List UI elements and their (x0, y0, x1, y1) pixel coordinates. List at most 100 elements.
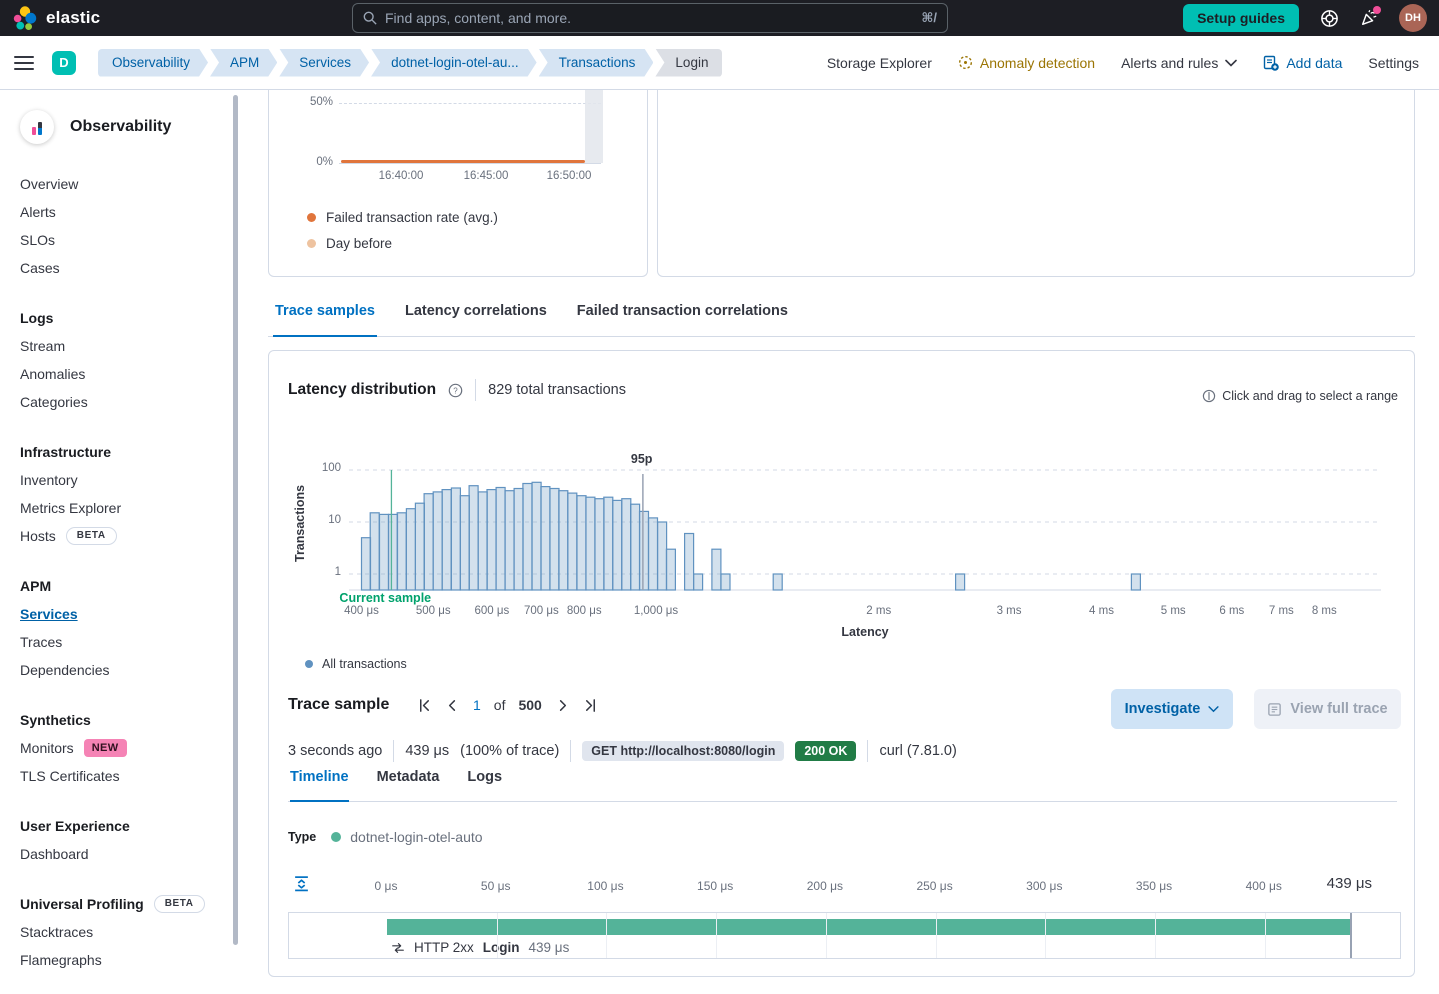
histogram-bar[interactable] (630, 503, 641, 591)
histogram-bar[interactable] (585, 496, 596, 591)
user-avatar[interactable]: DH (1399, 4, 1427, 32)
histogram-bar[interactable] (558, 490, 569, 591)
global-search-bar[interactable]: ⌘/ (352, 3, 948, 33)
histogram-bar[interactable] (504, 490, 515, 591)
histogram-bar[interactable] (414, 502, 426, 591)
breadcrumb-dotnet-login-otel-au[interactable]: dotnet-login-otel-au... (371, 49, 537, 77)
prev-page-button[interactable] (445, 698, 460, 713)
next-page-button[interactable] (555, 698, 570, 713)
sidebar-item-dependencies[interactable]: Dependencies (20, 656, 245, 684)
help-icon[interactable] (1319, 8, 1339, 28)
histogram-bar[interactable] (513, 487, 524, 591)
tab-logs[interactable]: Logs (467, 769, 503, 785)
sidebar-item-inventory[interactable]: Inventory (20, 466, 245, 494)
whats-new-icon[interactable] (1359, 6, 1381, 28)
histogram-bar[interactable] (684, 532, 695, 591)
histogram-bar[interactable] (594, 498, 605, 591)
storage-explorer-link[interactable]: Storage Explorer (826, 54, 932, 71)
tab-failed-transaction-correlations[interactable]: Failed transaction correlations (576, 303, 788, 319)
histogram-bar[interactable] (360, 537, 372, 591)
histogram-bar[interactable] (647, 517, 659, 591)
breadcrumb-transactions[interactable]: Transactions (539, 49, 654, 77)
alerts-and-rules-menu[interactable]: Alerts and rules (1121, 55, 1238, 71)
tab-metadata[interactable]: Metadata (376, 769, 440, 785)
sidebar-item-cases[interactable]: Cases (20, 254, 245, 282)
tab-latency-correlations[interactable]: Latency correlations (404, 303, 547, 319)
sidebar-item-overview[interactable]: Overview (20, 170, 245, 198)
tab-timeline[interactable]: Timeline (290, 769, 349, 802)
span-label-row[interactable]: HTTP 2xx Login 439 μs (391, 940, 569, 955)
histogram-bar[interactable] (772, 573, 783, 591)
sidebar-item-anomalies[interactable]: Anomalies (20, 360, 245, 388)
help-question-icon[interactable]: ? (448, 383, 463, 398)
histogram-bar[interactable] (369, 512, 380, 591)
histogram-bar[interactable] (954, 573, 966, 591)
sidebar-item-hosts[interactable]: Hosts BETA (20, 522, 245, 550)
latency-histogram[interactable]: Transactions Latency 95p Current sample … (269, 351, 1416, 691)
sidebar-scrollbar[interactable] (233, 95, 238, 945)
histogram-bar[interactable] (612, 499, 623, 591)
sidebar-item-traces[interactable]: Traces (20, 628, 245, 656)
histogram-bar[interactable] (1130, 573, 1142, 591)
histogram-bar[interactable] (711, 548, 722, 591)
sidebar-item-metrics-explorer[interactable]: Metrics Explorer (20, 494, 245, 522)
sidebar-item-slos[interactable]: SLOs (20, 226, 245, 254)
view-full-trace-button[interactable]: View full trace (1254, 689, 1401, 729)
histogram-bar[interactable] (459, 495, 470, 591)
histogram-bar[interactable] (495, 486, 506, 591)
histogram-bar[interactable] (638, 510, 650, 591)
histogram-bar[interactable] (432, 491, 443, 591)
sidebar-item-tls-certificates[interactable]: TLS Certificates (20, 762, 245, 790)
histogram-bar[interactable] (378, 513, 390, 591)
search-input[interactable] (385, 10, 914, 26)
histogram-bar[interactable] (531, 481, 542, 591)
histogram-bar[interactable] (477, 491, 488, 591)
transaction-span-bar[interactable] (387, 919, 1351, 935)
histogram-bar[interactable] (665, 548, 676, 591)
histogram-bar[interactable] (405, 508, 417, 591)
histogram-bar[interactable] (720, 573, 731, 591)
latency-histogram-plot[interactable] (349, 456, 1381, 591)
legend-all-transactions[interactable]: All transactions (305, 657, 407, 671)
histogram-bar[interactable] (450, 487, 462, 591)
breadcrumb-apm[interactable]: APM (210, 49, 277, 77)
anomaly-detection-link[interactable]: Anomaly detection (958, 55, 1095, 71)
sidebar-item-categories[interactable]: Categories (20, 388, 245, 416)
sidebar-item-alerts[interactable]: Alerts (20, 198, 245, 226)
legend-item-day-before[interactable]: Day before (307, 236, 392, 251)
add-data-link[interactable]: Add data (1263, 55, 1342, 71)
histogram-bar[interactable] (567, 492, 578, 591)
setup-guides-button[interactable]: Setup guides (1183, 4, 1299, 32)
histogram-bar[interactable] (468, 485, 479, 591)
settings-link[interactable]: Settings (1368, 54, 1419, 71)
sidebar-item-services[interactable]: Services (20, 600, 245, 628)
last-page-button[interactable] (583, 698, 598, 713)
histogram-bar[interactable] (621, 498, 632, 591)
histogram-bar[interactable] (441, 488, 452, 591)
histogram-bar[interactable] (576, 495, 587, 591)
collapse-waterfall-icon[interactable] (293, 875, 310, 892)
request-badge[interactable]: GET http://localhost:8080/login (582, 741, 785, 761)
elastic-logo-brand[interactable]: elastic (12, 5, 100, 31)
histogram-bar[interactable] (603, 496, 614, 591)
investigate-button[interactable]: Investigate (1111, 689, 1233, 729)
histogram-bar[interactable] (423, 493, 434, 591)
space-avatar[interactable]: D (52, 50, 76, 75)
sidebar-item-monitors[interactable]: Monitors NEW (20, 734, 245, 762)
histogram-bar[interactable] (657, 521, 668, 591)
histogram-bar[interactable] (693, 573, 704, 591)
histogram-bar[interactable] (387, 513, 399, 591)
tab-trace-samples[interactable]: Trace samples (273, 295, 377, 337)
sidebar-item-dashboard[interactable]: Dashboard (20, 840, 245, 868)
sidebar-item-stream[interactable]: Stream (20, 332, 245, 360)
sidebar-item-flamegraphs[interactable]: Flamegraphs (20, 946, 245, 974)
sidebar-item-stacktraces[interactable]: Stacktraces (20, 918, 245, 946)
histogram-bar[interactable] (549, 487, 560, 591)
histogram-bar[interactable] (396, 512, 407, 591)
breadcrumb-observability[interactable]: Observability (98, 49, 208, 77)
breadcrumb-services[interactable]: Services (279, 49, 369, 77)
histogram-bar[interactable] (540, 486, 551, 591)
legend-item-failed-rate[interactable]: Failed transaction rate (avg.) (307, 210, 498, 225)
histogram-bar[interactable] (522, 482, 533, 591)
first-page-button[interactable] (417, 698, 432, 713)
